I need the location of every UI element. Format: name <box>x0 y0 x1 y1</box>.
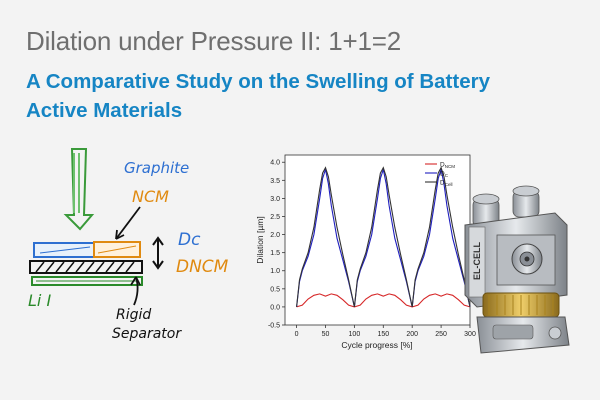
plot-area <box>284 154 471 326</box>
label-ncm: NCM <box>132 187 169 206</box>
y-tick-label: 2.5 <box>270 214 280 221</box>
dilation-chart: 0 50 100 150 200 250 300 -0.5 0.0 0.5 1.0 1.5 2.0 2.5… <box>255 154 476 350</box>
y-tick-label: 3.0 <box>270 196 280 203</box>
label-separator: Separator <box>112 326 182 342</box>
y-tick-label: 1.5 <box>270 250 280 257</box>
x-tick-label: 100 <box>349 331 361 338</box>
y-tick-label: 2.0 <box>270 232 280 239</box>
pressure-arrow <box>63 148 95 231</box>
subtitle-line-2: Active Materials <box>26 99 183 122</box>
label-graphite: Graphite <box>124 159 190 177</box>
label-lithium: Li I <box>28 291 52 310</box>
series-line-d-ncm <box>296 293 471 308</box>
y-tick-label: -0.5 <box>268 323 280 330</box>
separator-layer <box>29 260 143 274</box>
subtitle-line-1: A Comparative Study on the Swelling of B… <box>26 70 490 93</box>
x-tick-label: 200 <box>406 331 418 338</box>
el-cell-device-image: EL-CELL <box>464 185 570 354</box>
x-tick-label: 50 <box>322 331 330 338</box>
y-tick-label: 4.0 <box>270 160 280 167</box>
device-brand-text: EL-CELL <box>472 242 482 280</box>
page-title: Dilation under Pressure II: 1+1=2 <box>26 26 401 56</box>
label-dncm: DNCM <box>176 257 229 277</box>
y-tick-label: 0.5 <box>270 286 280 293</box>
legend-label: DCell <box>440 180 452 188</box>
page-subtitle: A Comparative Study on the Swelling of B… <box>26 67 546 125</box>
x-tick-label: 0 <box>295 331 299 338</box>
label-dc: Dc <box>178 230 201 250</box>
x-tick-label: 300 <box>464 331 476 338</box>
legend-label: DC <box>440 171 449 179</box>
x-tick-label: 250 <box>435 331 447 338</box>
x-tick-label: 150 <box>377 331 389 338</box>
legend-label: DNCM <box>440 162 455 170</box>
hand-drawn-sketch <box>29 148 164 306</box>
y-tick-label: 0.0 <box>270 304 280 311</box>
label-rigid: Rigid <box>116 307 152 323</box>
series-line-d-cell <box>296 166 471 308</box>
lithium-layer <box>31 276 143 286</box>
y-tick-label: 3.5 <box>270 178 280 185</box>
y-tick-label: 1.0 <box>270 268 280 275</box>
series-line-d-c <box>296 167 471 308</box>
x-axis-label: Cycle progress [%] <box>341 340 412 350</box>
y-axis-label: Dilation [µm] <box>255 216 265 263</box>
